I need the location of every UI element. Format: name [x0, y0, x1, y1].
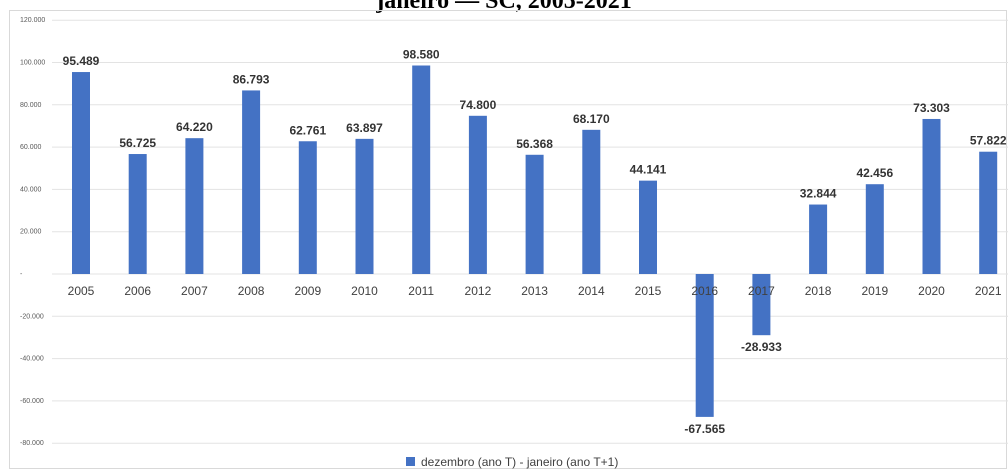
- x-tick-label: 2007: [181, 284, 208, 298]
- x-tick-label: 2017: [748, 284, 775, 298]
- bar: [468, 115, 487, 274]
- x-tick-label: 2009: [294, 284, 321, 298]
- data-label: 73.303: [913, 101, 950, 115]
- x-tick-label: 2012: [465, 284, 492, 298]
- bar: [355, 138, 374, 274]
- y-tick-label: -60.000: [20, 398, 44, 405]
- data-label: 63.897: [346, 121, 383, 135]
- bar: [809, 204, 828, 274]
- bar: [639, 180, 657, 274]
- y-tick-label: -: [20, 271, 23, 278]
- y-tick-label: 120.000: [20, 17, 45, 24]
- data-label: 57.822: [970, 134, 1007, 148]
- bar: [979, 151, 998, 274]
- bar: [412, 65, 431, 275]
- x-tick-label: 2018: [805, 284, 832, 298]
- data-label: 44.141: [630, 163, 667, 177]
- x-tick-label: 2016: [691, 284, 718, 298]
- x-tick-label: 2020: [918, 284, 945, 298]
- x-tick-label: 2014: [578, 284, 605, 298]
- x-tick-label: 2011: [408, 284, 434, 298]
- data-label: 74.800: [460, 98, 497, 112]
- data-label: 62.761: [289, 123, 326, 137]
- x-tick-label: 2021: [975, 284, 1002, 298]
- x-tick-label: 2008: [238, 284, 265, 298]
- bar: [865, 184, 884, 274]
- bar: [298, 141, 317, 274]
- bar: [128, 154, 147, 274]
- x-tick-label: 2010: [351, 284, 378, 298]
- y-tick-label: 20.000: [20, 229, 42, 236]
- data-label: 32.844: [800, 187, 837, 201]
- data-label: 98.580: [403, 48, 440, 62]
- x-tick-label: 2015: [635, 284, 662, 298]
- bar: [922, 118, 941, 274]
- x-tick-label: 2013: [521, 284, 548, 298]
- data-label: 86.793: [233, 72, 270, 86]
- data-label: 56.368: [516, 137, 553, 151]
- data-label: 56.725: [119, 136, 156, 150]
- bar: [185, 138, 204, 274]
- y-tick-label: -40.000: [20, 356, 44, 363]
- data-label: 68.170: [573, 112, 610, 126]
- bar: [242, 90, 261, 275]
- bar: [752, 274, 771, 336]
- y-tick-label: 80.000: [20, 102, 42, 109]
- data-label: 95.489: [63, 54, 100, 68]
- y-tick-label: -80.000: [20, 440, 44, 447]
- y-tick-label: -20.000: [20, 313, 44, 320]
- data-label: -28.933: [741, 340, 782, 354]
- x-tick-label: 2006: [124, 284, 151, 298]
- x-tick-label: 2019: [861, 284, 888, 298]
- data-label: 64.220: [176, 120, 213, 134]
- legend-swatch: [406, 457, 415, 466]
- chart-border: [9, 10, 1007, 469]
- data-label: -67.565: [684, 422, 725, 436]
- legend-label: dezembro (ano T) - janeiro (ano T+1): [421, 455, 618, 469]
- y-tick-label: 60.000: [20, 144, 42, 151]
- y-tick-label: 40.000: [20, 186, 42, 193]
- bar: [525, 154, 544, 274]
- bar: [72, 72, 90, 274]
- x-tick-label: 2005: [68, 284, 95, 298]
- y-tick-label: 100.000: [20, 60, 45, 67]
- bar: [695, 274, 714, 417]
- bar: [582, 129, 601, 274]
- data-label: 42.456: [856, 166, 893, 180]
